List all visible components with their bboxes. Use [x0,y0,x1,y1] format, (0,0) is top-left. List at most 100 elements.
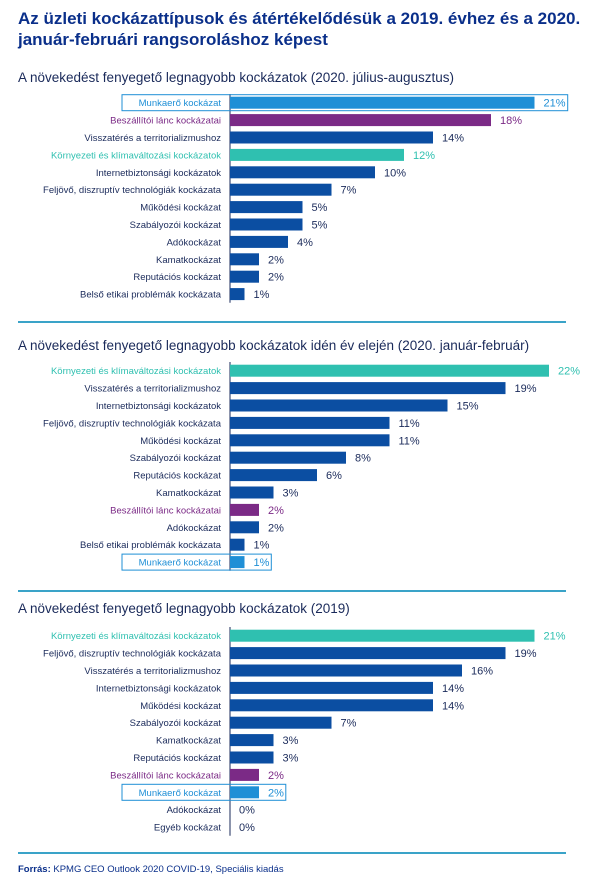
bar [230,716,332,729]
chart-1-title: A növekedést fenyegető legnagyobb kockáz… [18,70,455,85]
value-label: 1% [254,540,270,552]
bar [230,96,535,109]
category-label: Adókockázat [167,237,222,248]
category-label: Beszállítói lánc kockázatai [110,770,221,781]
bar [230,664,462,677]
category-label: Feljövő, diszruptív technológiák kockáza… [43,185,222,196]
value-label: 2% [268,787,284,799]
category-label: Visszatérés a territorializmushoz [84,666,221,677]
category-label: Internetbiztonsági kockázatok [96,168,221,179]
category-label: Működési kockázat [140,436,221,447]
category-label: Működési kockázat [140,701,221,712]
bar [230,699,433,712]
category-label: Beszállítói lánc kockázatai [110,505,221,516]
bar [230,253,259,266]
bar [230,416,390,429]
chart-3-title: A növekedést fenyegető legnagyobb kockáz… [18,601,350,616]
value-label: 1% [254,557,270,569]
chart-3: Környezeti és klímaváltozási kockázatok 2… [43,627,566,836]
category-label: Feljövő, diszruptív technológiák kockáza… [43,649,222,660]
chart-2-title: A növekedést fenyegető legnagyobb kockáz… [18,338,530,353]
bar [230,399,448,412]
value-label: 21% [544,631,566,643]
bar [230,131,433,144]
value-label: 0% [239,805,255,817]
value-label: 19% [515,383,537,395]
value-label: 5% [312,220,328,232]
value-label: 21% [544,98,566,110]
bar [230,114,491,127]
bar [230,148,404,161]
bar [230,786,259,799]
source-label: Forrás: [18,864,51,875]
value-label: 0% [239,822,255,834]
value-label: 22% [558,366,580,378]
category-label: Adókockázat [167,805,222,816]
category-label: Internetbiztonsági kockázatok [96,683,221,694]
bar [230,681,433,694]
value-label: 7% [341,718,357,730]
category-label: Reputációs kockázat [133,471,221,482]
value-label: 3% [283,488,299,500]
value-label: 5% [312,202,328,214]
bar [230,270,259,283]
value-label: 15% [457,401,479,413]
highlight-box [121,94,569,112]
category-label: Környezeti és klímaváltozási kockázatok [51,366,221,377]
category-label: Internetbiztonsági kockázatok [96,401,221,412]
category-label: Kamatkockázat [156,488,221,499]
bar [230,382,506,395]
value-label: 2% [268,254,284,266]
category-label: Visszatérés a territorializmushoz [84,133,221,144]
bar [230,218,303,231]
chart-1: Munkaerő kockázat 21% Beszállítói lánc koc… [43,94,569,303]
bar [230,629,535,642]
category-label: Beszállítói lánc kockázatai [110,116,221,127]
value-label: 16% [471,666,493,678]
bar [230,451,346,464]
value-label: 12% [413,150,435,162]
value-label: 2% [268,770,284,782]
bar [230,235,288,248]
value-label: 11% [399,435,420,447]
category-label: Munkaerő kockázat [139,788,222,799]
value-label: 14% [442,700,464,712]
category-label: Adókockázat [167,523,222,534]
bar [230,751,274,764]
bar [230,647,506,660]
value-label: 8% [355,453,371,465]
bar [230,469,317,482]
category-label: Belső etikai problémák kockázata [80,540,222,551]
value-label: 2% [268,522,284,534]
bar [230,768,259,781]
category-label: Szabályozói kockázat [130,718,222,729]
highlight-box [121,553,272,571]
bar [230,734,274,747]
value-label: 6% [326,470,342,482]
value-label: 18% [500,115,522,127]
category-label: Egyéb kockázat [154,823,221,834]
category-label: Feljövő, diszruptív technológiák kockáza… [43,418,222,429]
highlight-box [121,783,287,801]
category-label: Munkaerő kockázat [139,98,222,109]
value-label: 4% [297,237,313,249]
value-label: 2% [268,505,284,517]
bar [230,364,549,377]
bar [230,288,245,301]
category-label: Szabályozói kockázat [130,453,222,464]
category-label: Reputációs kockázat [133,272,221,283]
divider-2 [18,590,566,592]
category-label: Belső etikai problémák kockázata [80,290,222,301]
source-text: KPMG CEO Outlook 2020 COVID-19, Speciáli… [53,864,284,875]
value-label: 1% [254,289,270,301]
category-label: Kamatkockázat [156,736,221,747]
bar [230,521,259,534]
category-label: Visszatérés a territorializmushoz [84,384,221,395]
source-note: Forrás: KPMG CEO Outlook 2020 COVID-19, … [18,864,284,875]
value-label: 10% [384,167,406,179]
bar [230,166,375,179]
bar [230,201,303,214]
category-label: Szabályozói kockázat [130,220,222,231]
bar [230,503,259,516]
value-label: 14% [442,683,464,695]
